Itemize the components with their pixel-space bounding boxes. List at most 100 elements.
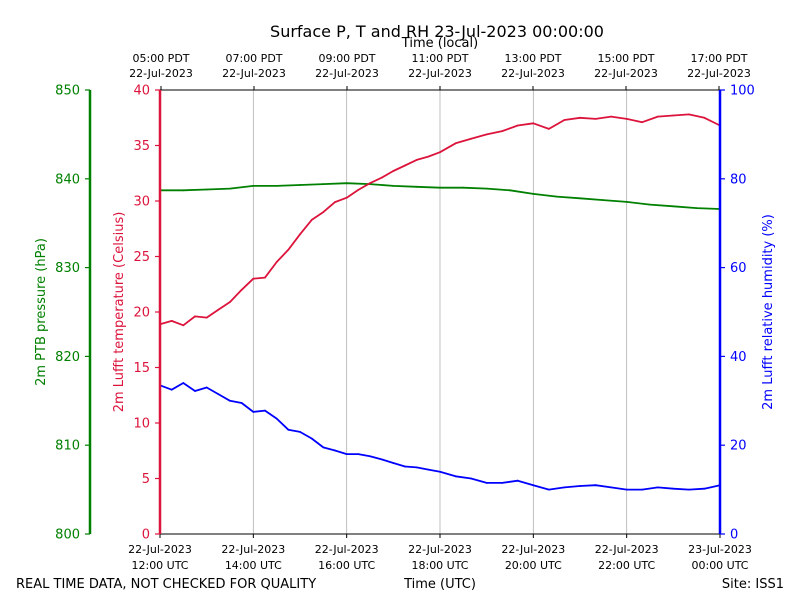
humidity-point	[170, 388, 173, 391]
temperature-point	[656, 115, 659, 118]
temperature-point	[392, 170, 395, 172]
pressure-tick-label: 840	[55, 172, 80, 187]
humidity-point	[439, 470, 441, 473]
top-tick-time: 13:00 PDT	[504, 52, 561, 65]
temperature-tick-label: 40	[133, 84, 150, 99]
quality-disclaimer: REAL TIME DATA, NOT CHECKED FOR QUALITY	[16, 577, 316, 592]
top-tick-date: 22-Jul-2023	[501, 67, 565, 80]
temperature-tick-label: 30	[133, 195, 150, 210]
humidity-point	[516, 479, 519, 482]
pressure-point	[672, 205, 675, 208]
temperature-point	[516, 124, 519, 127]
temperature-axis-label: 2m Lufft temperature (Celsius)	[112, 212, 127, 413]
bottom-tick-date: 23-Jul-2023	[688, 543, 752, 556]
temperature-point	[594, 118, 597, 120]
humidity-point	[641, 488, 644, 491]
humidity-point	[688, 488, 690, 491]
humidity-point	[369, 455, 371, 458]
temperature-point	[310, 219, 313, 221]
vertical-grid	[252, 90, 628, 534]
humidity-point	[470, 477, 472, 480]
pressure-tick-label: 850	[55, 84, 80, 99]
humidity-axis-label: 2m Lufft relative humidity (%)	[761, 214, 776, 410]
bottom-tick-date: 22-Jul-2023	[221, 543, 285, 556]
pressure-point	[532, 193, 535, 195]
temperature-tick-label: 0	[142, 528, 150, 543]
pressure-axis-label: 2m PTB pressure (hPa)	[34, 238, 49, 386]
humidity-point	[656, 486, 659, 489]
temperature-point	[229, 301, 231, 303]
temperature-point	[563, 119, 566, 121]
temperature-point	[182, 324, 185, 327]
humidity-point	[380, 458, 383, 461]
series-lines	[159, 113, 721, 491]
temperature-point	[345, 196, 348, 199]
temperature-point	[205, 316, 208, 319]
top-tick-date: 22-Jul-2023	[408, 67, 472, 80]
humidity-tick-label: 80	[730, 172, 747, 187]
axes-ticks-labels: 22-Jul-2023 12:00 UTC 22-Jul-2023 14:00 UTC…	[55, 52, 755, 572]
temperature-point	[579, 116, 581, 119]
pressure-point	[299, 184, 301, 186]
temperature-point	[672, 114, 675, 117]
humidity-point	[703, 487, 706, 490]
humidity-point	[532, 484, 535, 487]
pressure-tick-label: 810	[55, 439, 80, 454]
temperature-point	[641, 121, 644, 124]
pressure-point	[695, 207, 698, 210]
bottom-tick-time: 16:00 UTC	[318, 559, 375, 572]
pressure-point	[649, 203, 651, 206]
top-tick-date: 22-Jul-2023	[594, 67, 658, 80]
humidity-point	[672, 487, 675, 490]
humidity-point	[485, 482, 488, 484]
temperature-point	[217, 308, 220, 311]
bottom-tick-date: 22-Jul-2023	[501, 543, 565, 556]
pressure-point	[182, 189, 185, 192]
pressure-tick-label: 830	[55, 261, 80, 276]
humidity-point	[287, 428, 290, 431]
bottom-tick-time: 12:00 UTC	[131, 559, 188, 572]
bottom-tick-date: 22-Jul-2023	[408, 543, 472, 556]
bottom-tick-time: 14:00 UTC	[225, 559, 282, 572]
temperature-point	[703, 116, 706, 119]
pressure-point	[462, 186, 465, 189]
temperature-point	[275, 261, 278, 263]
top-tick-date: 22-Jul-2023	[687, 67, 751, 80]
temperature-point	[501, 130, 504, 133]
humidity-tick-label: 100	[730, 84, 755, 99]
pressure-point	[322, 183, 325, 186]
humidity-point	[454, 475, 457, 478]
temperature-point	[532, 122, 535, 125]
pressure-point	[579, 197, 581, 200]
pressure-point	[485, 187, 488, 190]
bottom-tick-date: 22-Jul-2023	[315, 543, 379, 556]
pressure-point	[252, 185, 255, 187]
pressure-tick-label: 800	[55, 528, 80, 543]
pressure-point	[275, 185, 278, 187]
top-tick-date: 22-Jul-2023	[315, 67, 379, 80]
humidity-point	[264, 409, 266, 412]
top-tick-time: 07:00 PDT	[225, 52, 282, 65]
temperature-point	[404, 164, 406, 167]
temperature-point	[688, 113, 690, 116]
temperature-point	[439, 151, 441, 154]
pressure-point	[602, 199, 605, 202]
temperature-point	[194, 315, 196, 318]
humidity-point	[427, 468, 430, 471]
bottom-tick-date: 22-Jul-2023	[595, 543, 659, 556]
top-axis-label: Time (local)	[401, 36, 478, 51]
humidity-point	[625, 488, 628, 491]
humidity-point	[252, 411, 255, 413]
humidity-point	[501, 482, 504, 484]
top-tick-date: 22-Jul-2023	[222, 67, 286, 80]
humidity-point	[579, 485, 581, 487]
pressure-point	[625, 201, 628, 203]
pressure-point	[392, 185, 395, 187]
top-tick-time: 15:00 PDT	[597, 52, 654, 65]
temperature-point	[287, 248, 290, 251]
humidity-point	[548, 488, 550, 491]
pressure-point	[509, 189, 511, 192]
bottom-axis-label: Time (UTC)	[403, 577, 476, 592]
top-tick-date: 22-Jul-2023	[129, 67, 193, 80]
